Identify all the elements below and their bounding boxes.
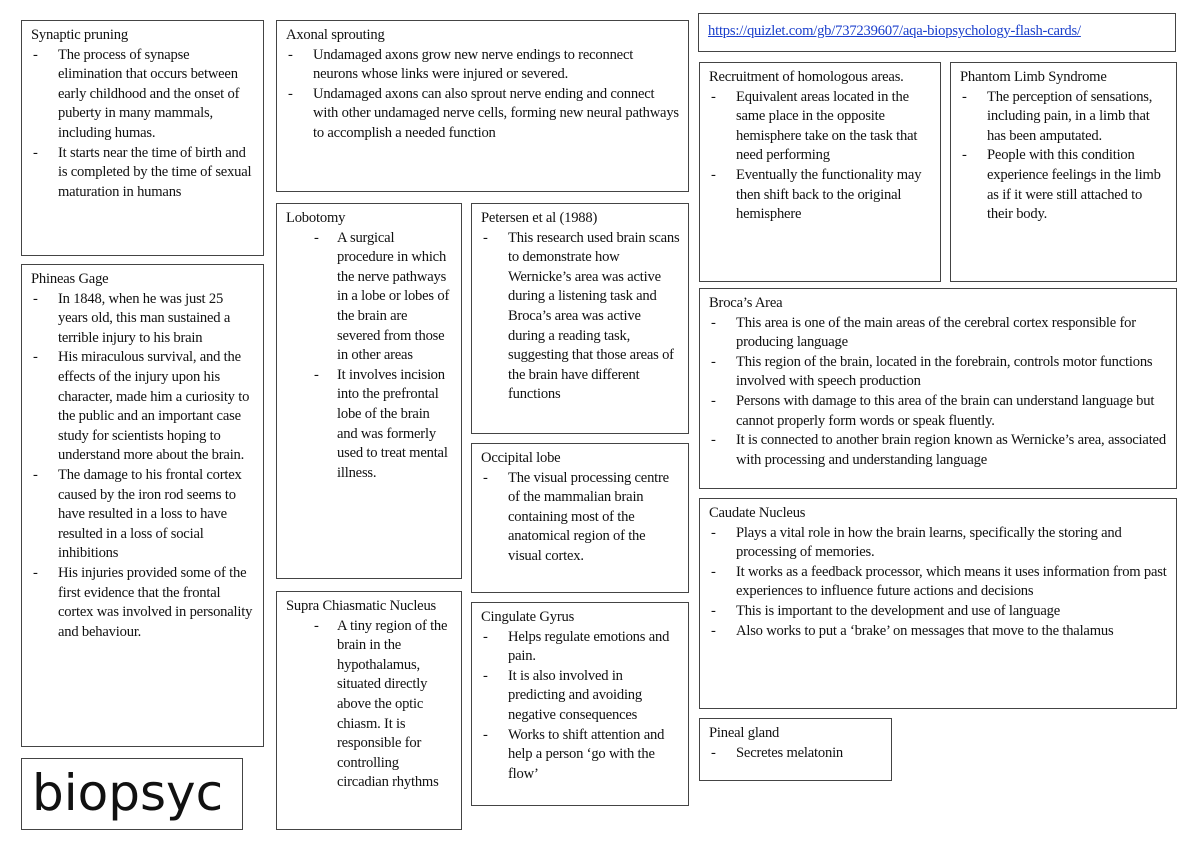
card-title: Lobotomy [286,210,346,226]
quizlet-link[interactable]: https://quizlet.com/gb/737239607/aqa-bio… [708,23,1081,39]
link-box: https://quizlet.com/gb/737239607/aqa-bio… [698,13,1176,52]
card-title: Recruitment of homologous areas. [709,69,904,85]
bullet-item: A tiny region of the brain in the hypoth… [314,617,453,793]
card-title: Axonal sprouting [286,27,385,43]
card-petersen: Petersen et al (1988) This research used … [471,203,689,434]
bullet-item: Secretes melatonin [711,744,883,764]
bullet-item: A surgical procedure in which the nerve … [314,229,453,366]
bullet-list: Plays a vital role in how the brain lear… [709,524,1168,642]
bullet-item: His injuries provided some of the first … [33,564,255,642]
bullet-item: Helps regulate emotions and pain. [483,628,680,667]
card-title: Petersen et al (1988) [481,210,598,226]
card-lobotomy: Lobotomy A surgical procedure in which th… [276,203,462,579]
bullet-list: A surgical procedure in which the nerve … [286,229,453,484]
bullet-item: Works to shift attention and help a pers… [483,726,680,785]
bullet-list: A tiny region of the brain in the hypoth… [286,617,453,793]
bullet-item: People with this condition experience fe… [962,146,1168,224]
card-title: Phantom Limb Syndrome [960,69,1107,85]
bullet-item: It works as a feedback processor, which … [711,563,1168,602]
card-title: Phineas Gage [31,271,109,287]
bullet-list: In 1848, when he was just 25 years old, … [31,290,255,643]
bullet-item: His miraculous survival, and the effects… [33,348,255,466]
bullet-list: The visual processing centre of the mamm… [481,469,680,567]
bullet-list: Helps regulate emotions and pain.It is a… [481,628,680,785]
bullet-list: The process of synapse elimination that … [31,46,255,203]
bullet-list: Undamaged axons grow new nerve endings t… [286,46,680,144]
card-pineal: Pineal gland Secretes melatonin [699,718,892,781]
bullet-item: Undamaged axons grow new nerve endings t… [288,46,680,85]
bullet-item: This research used brain scans to demons… [483,229,680,405]
bullet-list: This area is one of the main areas of th… [709,314,1168,471]
bullet-item: In 1848, when he was just 25 years old, … [33,290,255,349]
bullet-list: The perception of sensations, including … [960,88,1168,225]
bullet-item: It involves incision into the prefrontal… [314,366,453,484]
card-title: Caudate Nucleus [709,505,806,521]
bullet-item: This region of the brain, located in the… [711,353,1168,392]
bullet-item: The perception of sensations, including … [962,88,1168,147]
bullet-item: The process of synapse elimination that … [33,46,255,144]
logo: biopsyc [21,758,243,830]
card-recruitment: Recruitment of homologous areas. Equivale… [699,62,941,282]
bullet-item: This area is one of the main areas of th… [711,314,1168,353]
bullet-item: This is important to the development and… [711,602,1168,622]
bullet-item: It starts near the time of birth and is … [33,144,255,203]
card-axonal: Axonal sprouting Undamaged axons grow new… [276,20,689,192]
bullet-item: It is also involved in predicting and av… [483,667,680,726]
bullet-item: Persons with damage to this area of the … [711,392,1168,431]
card-caudate: Caudate Nucleus Plays a vital role in how… [699,498,1177,709]
bullet-item: Also works to put a ‘brake’ on messages … [711,622,1168,642]
card-title: Broca’s Area [709,295,783,311]
card-cingulate: Cingulate Gyrus Helps regulate emotions a… [471,602,689,806]
card-title: Synaptic pruning [31,27,128,43]
bullet-list: Equivalent areas located in the same pla… [709,88,932,225]
card-phantom: Phantom Limb Syndrome The perception of s… [950,62,1177,282]
bullet-item: The damage to his frontal cortex caused … [33,466,255,564]
card-broca: Broca’s Area This area is one of the main… [699,288,1177,489]
bullet-item: Equivalent areas located in the same pla… [711,88,932,166]
card-title: Supra Chiasmatic Nucleus [286,598,437,614]
card-supra: Supra Chiasmatic Nucleus A tiny region of… [276,591,462,830]
card-title: Occipital lobe [481,450,561,466]
bullet-item: Undamaged axons can also sprout nerve en… [288,85,680,144]
card-phineas: Phineas Gage In 1848, when he was just 25… [21,264,264,747]
bullet-item: The visual processing centre of the mamm… [483,469,680,567]
bullet-item: Eventually the functionality may then sh… [711,166,932,225]
card-occipital: Occipital lobe The visual processing cent… [471,443,689,593]
bullet-list: Secretes melatonin [709,744,883,764]
bullet-item: It is connected to another brain region … [711,431,1168,470]
bullet-list: This research used brain scans to demons… [481,229,680,405]
bullet-item: Plays a vital role in how the brain lear… [711,524,1168,563]
card-title: Pineal gland [709,725,780,741]
card-synaptic: Synaptic pruning The process of synapse e… [21,20,264,256]
card-title: Cingulate Gyrus [481,609,575,625]
